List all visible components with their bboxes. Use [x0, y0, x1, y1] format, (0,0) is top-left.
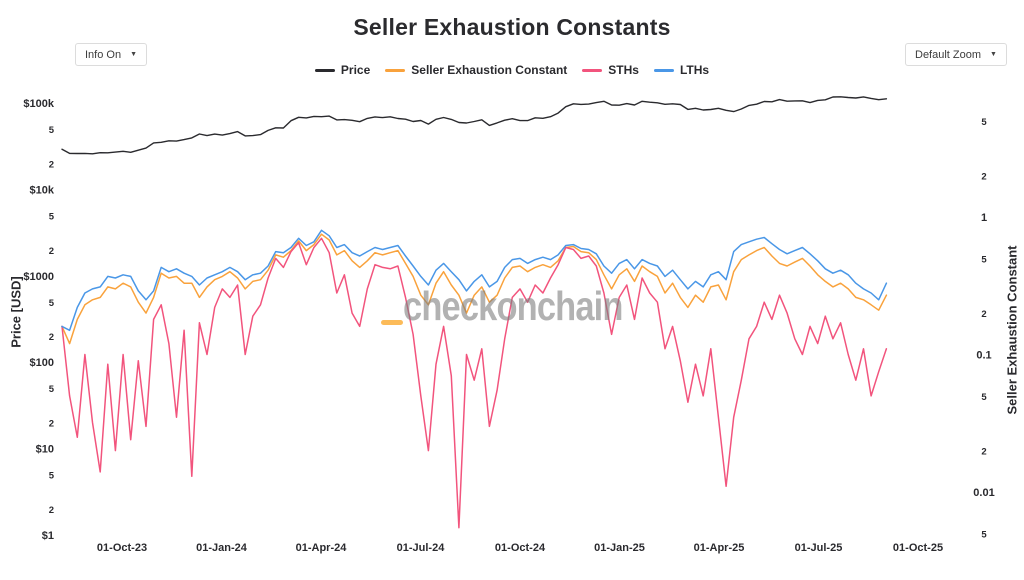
- y-left-tick-label: 5: [49, 384, 55, 395]
- series-line-lths: [61, 229, 888, 332]
- series-line-price: [61, 96, 888, 155]
- y-left-tick-label: $1000: [23, 271, 54, 283]
- legend-item-price[interactable]: Price: [314, 63, 371, 77]
- y-right-tick-label: 5: [981, 254, 987, 265]
- x-tick-label: 01-Jul-25: [795, 542, 843, 554]
- series-line-sths: [61, 237, 888, 529]
- x-tick-label: 01-Oct-24: [495, 542, 546, 554]
- x-tick-label: 01-Jan-25: [594, 542, 645, 554]
- y-left-tick-label: 2: [49, 419, 54, 430]
- y-right-tick-label: 1: [981, 212, 987, 224]
- info-dropdown[interactable]: Info On ▼: [75, 43, 148, 66]
- y-left-tick-label: $10k: [30, 184, 55, 196]
- y-right-tick-label: 2: [981, 309, 986, 320]
- y-left-tick-label: 5: [49, 125, 55, 136]
- chevron-down-icon: ▼: [130, 51, 138, 58]
- y-left-tick-label: 2: [49, 246, 54, 257]
- x-tick-label: 01-Oct-25: [893, 542, 943, 554]
- y-left-tick-label: $100k: [23, 98, 54, 110]
- legend-item-label: Price: [340, 63, 371, 77]
- y-left-tick-label: 2: [49, 505, 54, 516]
- y-right-tick-label: 2: [981, 172, 986, 183]
- legend-item-label: Seller Exhaustion Constant: [411, 63, 568, 77]
- legend-line-swatch: [385, 68, 406, 72]
- y-left-tick-label: 5: [49, 471, 55, 482]
- legend-line-swatch: [314, 68, 335, 72]
- zoom-dropdown[interactable]: Default Zoom ▼: [905, 43, 1007, 66]
- y-left-tick-label: $100: [30, 357, 54, 369]
- y-right-tick-label: 0.01: [973, 487, 994, 499]
- legend-item-label: STHs: [608, 63, 639, 77]
- x-tick-label: 01-Jul-24: [397, 542, 446, 554]
- legend: Price Seller Exhaustion Constant STHs LTHs: [0, 63, 1024, 77]
- y-right-tick-label: 2: [981, 447, 986, 458]
- legend-line-swatch: [582, 68, 603, 72]
- y-left-tick-label: 2: [49, 332, 54, 343]
- x-tick-label: 01-Apr-24: [296, 542, 348, 554]
- y-right-tick-label: 5: [981, 392, 987, 403]
- series-line-seller-exhaustion-constant: [61, 233, 888, 345]
- legend-item-lths[interactable]: LTHs: [653, 63, 710, 77]
- y-right-tick-label: 0.1: [976, 350, 991, 362]
- y-right-tick-label: 5: [981, 117, 987, 128]
- chevron-down-icon: ▼: [990, 51, 997, 58]
- y-left-tick-label: 5: [49, 298, 55, 309]
- legend-item-sths[interactable]: STHs: [582, 63, 639, 77]
- x-tick-label: 01-Apr-25: [694, 542, 745, 554]
- page-title: Seller Exhaustion Constants: [353, 14, 671, 40]
- info-dropdown-label: Info On: [85, 48, 122, 61]
- watermark-dash-icon: [381, 320, 403, 325]
- x-tick-label: 01-Jan-24: [196, 542, 248, 554]
- legend-item-seller-exhaustion-constant[interactable]: Seller Exhaustion Constant: [385, 63, 567, 77]
- y-left-tick-label: 5: [49, 211, 55, 222]
- x-tick-label: 01-Oct-23: [97, 542, 147, 554]
- zoom-dropdown-label: Default Zoom: [915, 48, 982, 61]
- y-left-tick-label: 2: [49, 159, 54, 170]
- legend-item-label: LTHs: [679, 63, 710, 77]
- y-left-tick-label: $1: [42, 530, 54, 542]
- legend-line-swatch: [653, 68, 674, 72]
- y-left-tick-label: $10: [36, 444, 54, 456]
- y-right-tick-label: 5: [981, 529, 987, 540]
